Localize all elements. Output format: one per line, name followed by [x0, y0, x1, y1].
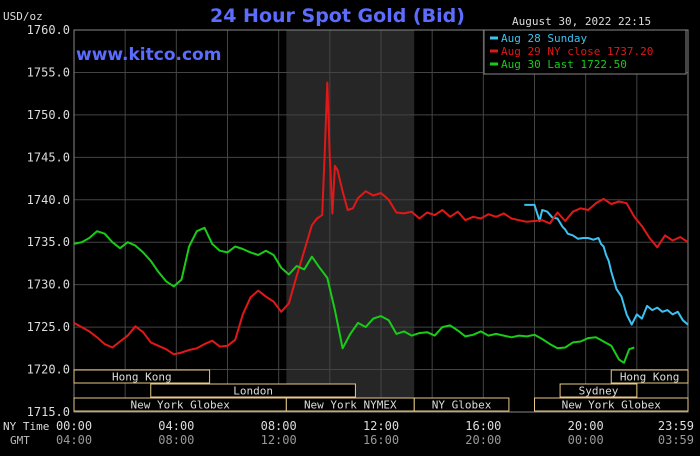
x-tick-label-ny: 16:00: [465, 419, 501, 433]
legend-label-1: Aug 29 NY close 1737.20: [501, 45, 653, 58]
session-label: New York NYMEX: [304, 399, 397, 412]
x-tick-label-ny: 04:00: [158, 419, 194, 433]
x-tick-label-gmt: 20:00: [465, 433, 501, 447]
watermark-url: www.kitco.com: [76, 45, 221, 65]
chart-title: 24 Hour Spot Gold (Bid): [210, 5, 465, 27]
session-bar: [150, 383, 356, 398]
legend-box: [483, 29, 687, 75]
series-line-0: [524, 203, 689, 326]
x-tick-label-ny: 08:00: [261, 419, 297, 433]
x-tick-label-ny: 00:00: [56, 419, 92, 433]
y-tick-label: 1715.0: [27, 405, 70, 419]
chart-datetime: August 30, 2022 22:15: [512, 15, 651, 28]
legend-label-0: Aug 28 Sunday: [501, 32, 587, 45]
x-tick-label-gmt: 00:00: [568, 433, 604, 447]
y-tick-label: 1740.0: [27, 193, 70, 207]
y-tick-label: 1735.0: [27, 235, 70, 249]
session-bar: [534, 397, 689, 412]
x-tick-label-gmt: 16:00: [363, 433, 399, 447]
x-tick-label-ny: 23:59: [658, 419, 694, 433]
x-tick-label-ny: 12:00: [363, 419, 399, 433]
x-tick-label-gmt: 03:59: [658, 433, 694, 447]
x-row-label-gmt: GMT: [10, 434, 30, 447]
session-bar: [559, 383, 638, 398]
x-row-label-ny: NY Time: [3, 420, 49, 433]
series-line-1: [73, 81, 689, 356]
y-tick-label: 1725.0: [27, 320, 70, 334]
session-label: NY Globex: [432, 399, 492, 412]
session-label: New York Globex: [562, 399, 662, 412]
nymex-session-highlight: [286, 30, 415, 412]
y-tick-labels: 1760.0 1755.0 1750.0 1745.0 1740.0 1735.0 1730…: [27, 23, 70, 419]
y-tick-label: 1720.0: [27, 363, 70, 377]
session-label: Hong Kong: [620, 371, 680, 384]
session-bar: [413, 397, 510, 412]
x-tick-labels: NY TimeGMT00:0004:0004:0008:0008:0012:00…: [3, 419, 694, 447]
series-line-2: [73, 226, 635, 364]
session-bar: [73, 369, 211, 384]
series-lines: [73, 81, 689, 364]
x-tick-label-gmt: 12:00: [261, 433, 297, 447]
session-label: Sydney: [579, 385, 619, 398]
x-tick-label-gmt: 04:00: [56, 433, 92, 447]
session-label: London: [233, 385, 273, 398]
plot-frame: [73, 29, 689, 413]
legend-label-2: Aug 30 Last 1722.50: [501, 58, 627, 71]
y-tick-label: 1730.0: [27, 278, 70, 292]
session-bar: [610, 369, 689, 384]
y-tick-label: 1760.0: [27, 23, 70, 37]
x-tick-label-ny: 20:00: [568, 419, 604, 433]
session-label: New York Globex: [130, 399, 230, 412]
y-axis-label: USD/oz: [3, 10, 43, 23]
session-label: Hong Kong: [112, 371, 172, 384]
y-tick-label: 1755.0: [27, 65, 70, 79]
x-tick-label-gmt: 08:00: [158, 433, 194, 447]
y-tick-label: 1745.0: [27, 150, 70, 164]
y-tick-label: 1750.0: [27, 108, 70, 122]
